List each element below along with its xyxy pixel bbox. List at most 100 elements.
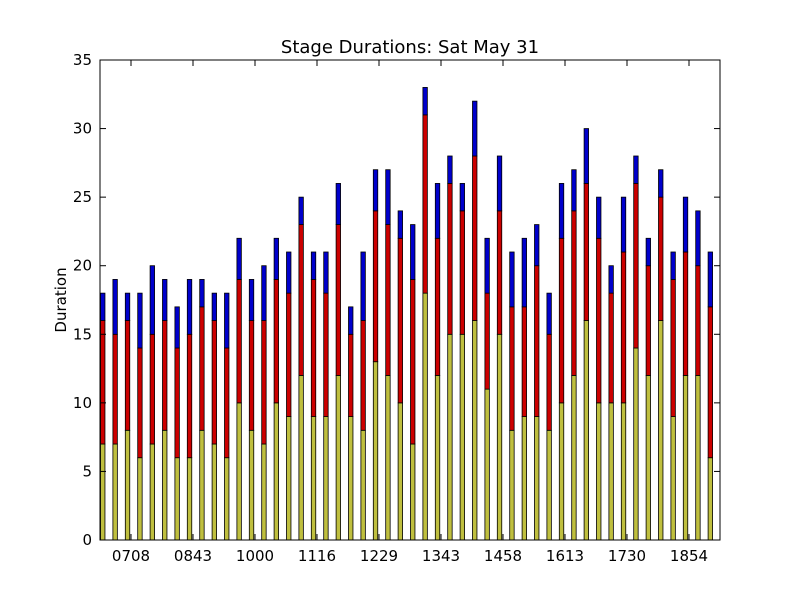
bar-segment [583, 320, 589, 541]
bar-segment [682, 196, 689, 253]
x-tick-label: 1229 [360, 547, 398, 565]
bar-segment [422, 114, 428, 294]
bar-segment [224, 457, 230, 541]
bar-segment [162, 320, 168, 431]
bar-segment [620, 402, 627, 541]
x-tick-label: 1730 [608, 547, 646, 565]
bar-segment [410, 224, 416, 280]
bar-segment [509, 251, 515, 308]
bar-segment [596, 402, 602, 541]
bar-segment [385, 375, 391, 541]
bar-segment [360, 429, 366, 541]
bar-segment [682, 375, 689, 541]
bar-segment [633, 183, 639, 349]
bar-segment [484, 292, 490, 390]
bar-segment [124, 292, 131, 321]
y-tick-label: 5 [82, 462, 92, 480]
bar-segment [100, 292, 106, 321]
bar-segment [261, 265, 267, 321]
bar-segment [149, 333, 155, 445]
bar-segment [236, 237, 242, 280]
bar-segment [112, 279, 118, 335]
bar-segment [583, 183, 589, 321]
bar-segment [645, 375, 651, 541]
bar-segment [137, 457, 143, 541]
bar-segment [224, 347, 230, 459]
bar-segment [248, 320, 255, 431]
bar-segment [100, 320, 106, 445]
bar-segment [112, 443, 118, 541]
bar-segment [310, 251, 317, 280]
bar-segment [211, 443, 217, 541]
bar-segment [100, 443, 106, 541]
bar-segment [596, 237, 602, 404]
bar-segment [335, 224, 341, 376]
bar-segment [434, 237, 441, 376]
bar-segment [608, 402, 614, 541]
bar-segment [670, 416, 676, 541]
bar-segment [273, 237, 279, 280]
y-tick-label: 25 [73, 188, 92, 206]
bar-segment [682, 251, 689, 376]
bar-segment [472, 155, 478, 321]
bar-segment [348, 416, 354, 541]
bar-segment [695, 210, 701, 267]
bar-segment [459, 183, 465, 212]
bar-segment [298, 224, 304, 376]
y-tick-label: 0 [82, 531, 92, 549]
bar-segment [472, 320, 478, 541]
bar-segment [199, 279, 205, 308]
bar-segment [534, 265, 540, 417]
bar-segment [558, 183, 565, 239]
bar-segment [434, 183, 441, 239]
y-tick-label: 35 [73, 51, 92, 69]
y-tick-label: 15 [73, 325, 92, 343]
bar-segment [323, 416, 329, 541]
bar-segment [546, 333, 552, 431]
x-tick-label: 1000 [236, 547, 274, 565]
bar-segment [422, 87, 428, 116]
bar-segment [707, 457, 713, 541]
bar-segment [484, 388, 490, 541]
bar-segment [372, 361, 379, 541]
bar-segment [248, 279, 255, 321]
bar-segment [112, 333, 118, 445]
bar-segment [645, 265, 651, 376]
bar-segment [323, 251, 329, 294]
bar-segment [434, 375, 441, 541]
bar-segment [695, 265, 701, 376]
bar-segment [707, 306, 713, 459]
bar-segment [174, 347, 180, 459]
bar-segment [310, 279, 317, 417]
bar-segment [174, 306, 180, 349]
bar-segment [360, 251, 366, 321]
bar-segment [162, 279, 168, 321]
y-tick-label: 20 [73, 257, 92, 275]
bar-segment [571, 375, 577, 541]
x-tick-label: 1343 [422, 547, 460, 565]
bar-segment [372, 210, 379, 363]
bar-segment [596, 196, 602, 239]
ticks-layer: 0 5 10 15 20 25 30 35 0708 0843 1000 1116 1229 1343 14… [73, 51, 720, 565]
bar-segment [496, 155, 503, 212]
bar-segment [335, 183, 341, 225]
bar-segment [571, 210, 577, 376]
bar-segment [124, 429, 131, 541]
bar-segment [707, 251, 713, 308]
bar-segment [658, 320, 664, 541]
bar-segment [149, 443, 155, 541]
bar-segment [149, 265, 155, 335]
bar-segment [546, 292, 552, 335]
bar-segment [608, 265, 614, 294]
bar-segment [496, 210, 503, 335]
bar-segment [236, 402, 242, 541]
bar-segment [521, 416, 527, 541]
bar-segment [534, 416, 540, 541]
x-tick-label: 1613 [546, 547, 584, 565]
bar-segment [211, 292, 217, 321]
bar-segment [348, 333, 354, 417]
bar-segment [360, 320, 366, 431]
bar-segment [633, 347, 639, 541]
bar-segment [546, 429, 552, 541]
